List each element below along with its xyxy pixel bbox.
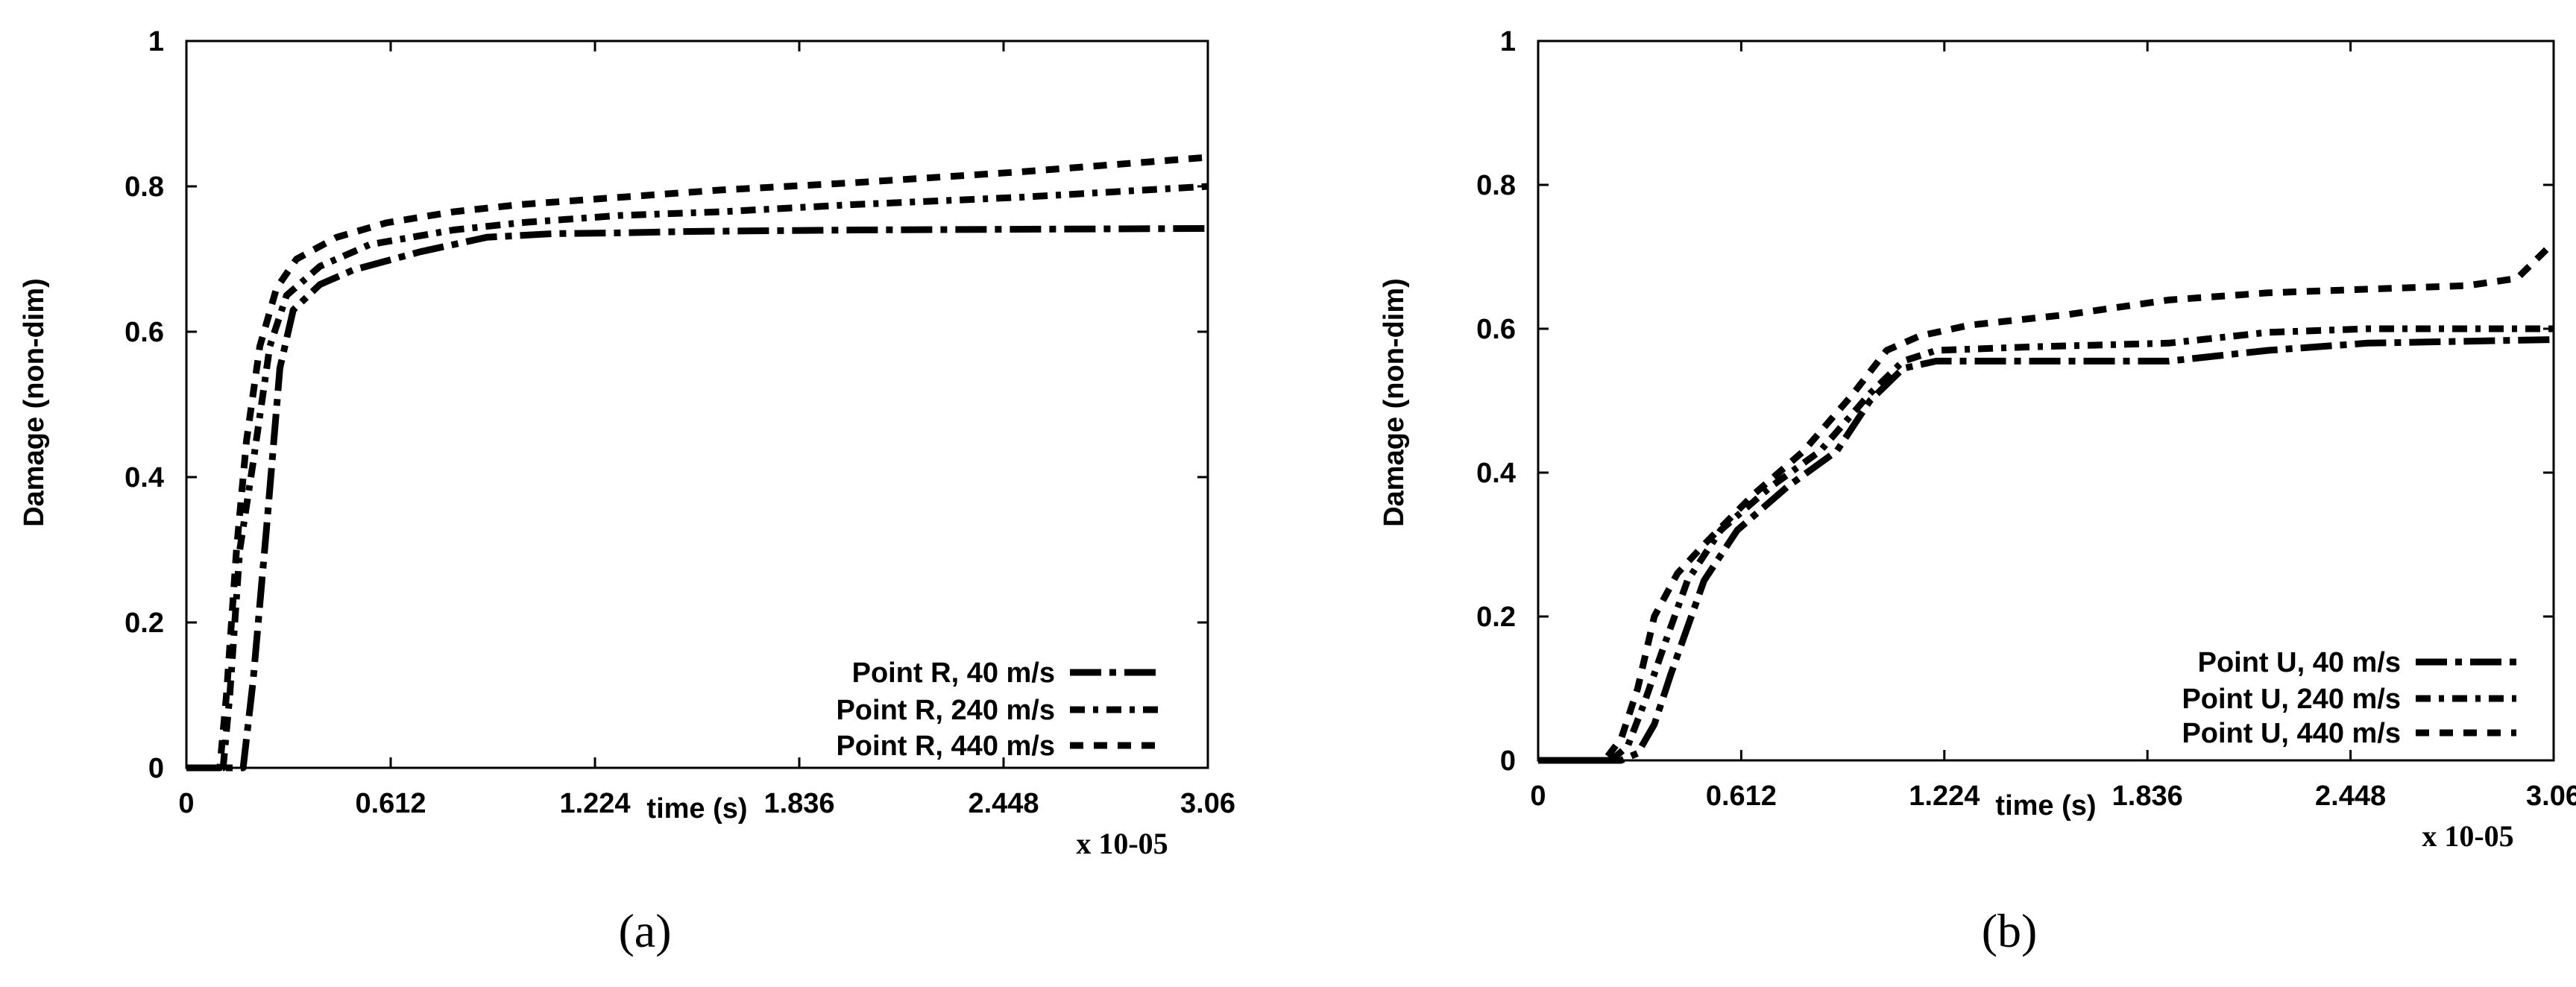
x-tick-label: 0.612 <box>1706 781 1777 812</box>
y-tick-label: 1 <box>148 26 164 57</box>
x-tick-label: 1.836 <box>2112 781 2183 812</box>
x-tick-label: 1.224 <box>559 788 630 819</box>
series-line-1 <box>186 225 1209 772</box>
y-tick-label: 0.8 <box>125 171 164 203</box>
y-axis-label: Damage (non-dim) <box>1379 278 1410 527</box>
x-tick-label: 0 <box>1530 781 1546 812</box>
x-tick-label: 0.612 <box>355 788 426 819</box>
x-tick-label: 2.448 <box>2315 781 2386 812</box>
y-tick-label: 1 <box>1500 26 1516 57</box>
x-tick-label: 3.06 <box>2526 781 2576 812</box>
y-tick-label: 0.4 <box>125 462 164 494</box>
y-tick-label: 0.8 <box>1476 170 1516 201</box>
x-multiplier-label: x 10-05 <box>2422 819 2513 853</box>
chart-panel-1: 0 0.612 1.224 1.836 2.448 3.06 0 0.2 0.4 0.6 0.8 1 t… <box>19 26 1235 957</box>
y-tick-label: 0.6 <box>125 317 164 348</box>
plot-frame <box>185 40 1209 769</box>
series-line-2 <box>186 183 1209 772</box>
plot-frame <box>1537 40 2555 762</box>
x-axis-label: time (s) <box>1995 790 2096 822</box>
x-tick-label: 3.06 <box>1180 788 1235 819</box>
x-tick-label: 1.224 <box>1909 781 1980 812</box>
legend-label: Point U, 440 m/s <box>2182 718 2401 749</box>
legend: Point R, 40 m/s Point R, 240 m/s Point R, … <box>836 658 1163 762</box>
x-tick-label: 0 <box>178 788 194 819</box>
y-tick-label: 0.4 <box>1476 458 1516 489</box>
legend-label: Point R, 240 m/s <box>836 695 1055 726</box>
x-axis-label: time (s) <box>646 793 747 824</box>
panel-caption: (a) <box>618 904 671 957</box>
y-axis-label: Damage (non-dim) <box>19 278 50 527</box>
y-tick-label: 0.2 <box>1476 602 1516 633</box>
y-tick-label: 0 <box>1500 745 1516 777</box>
legend-label: Point U, 240 m/s <box>2182 684 2401 715</box>
series-line-2 <box>1538 325 2554 764</box>
series-line-1 <box>1538 336 2554 764</box>
chart-panel-2: 0 0.612 1.224 1.836 2.448 3.06 0 0.2 0.4 0.6 0.8 1 t… <box>1379 26 2576 957</box>
y-tick-label: 0 <box>148 753 164 784</box>
panel-caption: (b) <box>1982 904 2038 957</box>
series-line-3 <box>1538 239 2557 764</box>
x-tick-label: 1.836 <box>763 788 834 819</box>
series-line-3 <box>186 154 1209 772</box>
legend-label: Point U, 40 m/s <box>2198 647 2401 678</box>
legend-label: Point R, 440 m/s <box>836 731 1055 762</box>
y-tick-label: 0.6 <box>1476 314 1516 345</box>
x-multiplier-label: x 10-05 <box>1076 827 1168 860</box>
legend-label: Point R, 40 m/s <box>852 658 1055 689</box>
x-tick-label: 2.448 <box>968 788 1039 819</box>
y-tick-label: 0.2 <box>125 608 164 639</box>
